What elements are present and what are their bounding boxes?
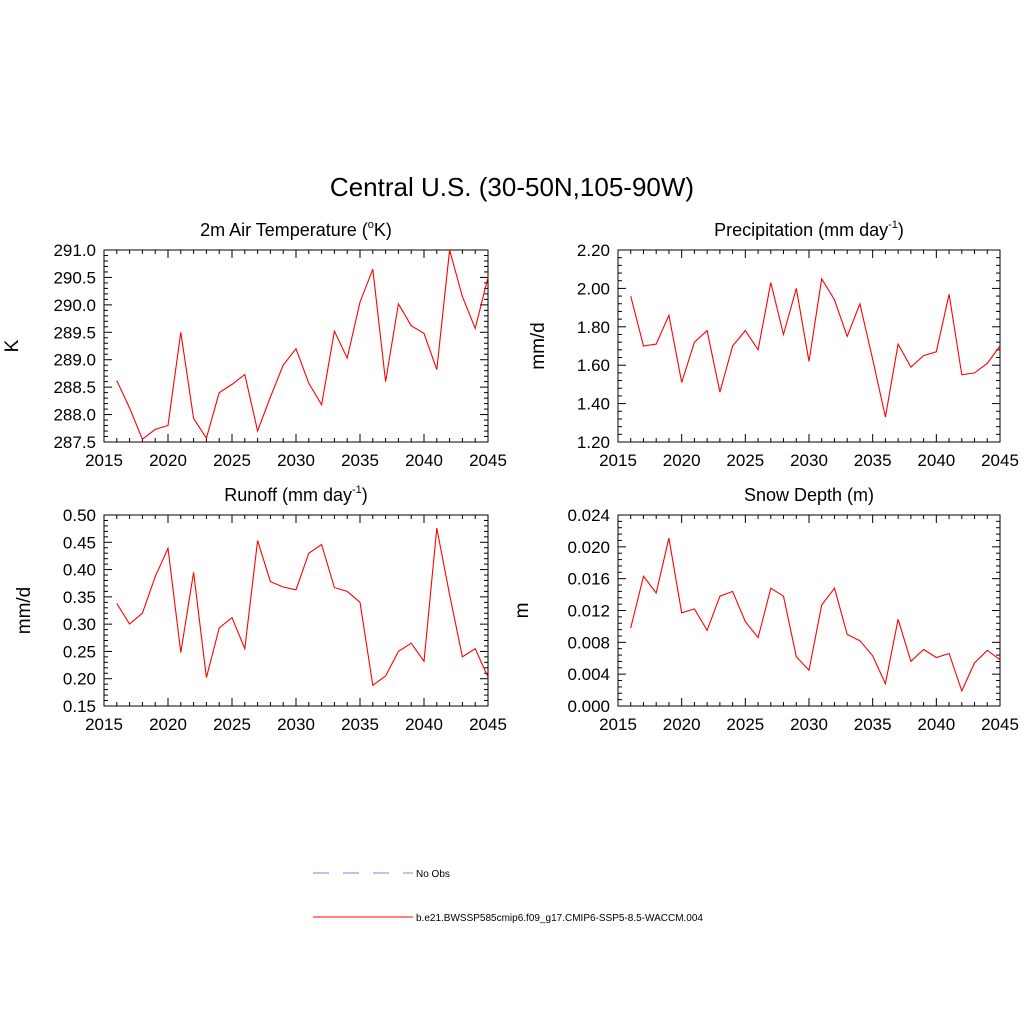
y-axis-label: mm/d	[14, 587, 35, 635]
panels: 2015 2020 2025 2030 2035 2040 2045 287.5 288.0 28…	[2, 219, 1019, 734]
panel-title: Precipitation (mm day-1)	[714, 219, 904, 240]
x-tick-label: 2015	[85, 715, 123, 734]
y-tick-label: 0.000	[567, 697, 610, 716]
x-tick-label: 2045	[981, 451, 1019, 470]
y-tick-label: 290.0	[53, 296, 96, 315]
y-tick-label: 289.0	[53, 351, 96, 370]
x-tick-label: 2030	[277, 715, 315, 734]
series-line-1	[116, 527, 489, 687]
y-tick-label: 0.020	[567, 538, 610, 557]
x-tick-label: 2040	[917, 451, 955, 470]
y-tick-label: 2.00	[577, 279, 610, 298]
y-tick-label: 2.20	[577, 241, 610, 260]
y-tick-label: 287.5	[53, 433, 96, 452]
y-tick-label: 0.004	[567, 665, 610, 684]
x-tick-label: 2015	[85, 451, 123, 470]
y-tick-label: 1.20	[577, 433, 610, 452]
plot-frame	[103, 514, 489, 707]
y-tick-label: 1.60	[577, 356, 610, 375]
y-tick-label: 0.45	[63, 533, 96, 552]
y-tick-label: 0.024	[567, 506, 610, 525]
x-tick-label: 2025	[726, 451, 764, 470]
y-tick-label: 0.35	[63, 588, 96, 607]
y-axis-label: K	[2, 339, 23, 352]
x-tick-label: 2045	[469, 715, 507, 734]
series-line-1	[630, 277, 1001, 418]
x-tick-label: 2045	[469, 451, 507, 470]
x-tick-label: 2040	[917, 715, 955, 734]
y-tick-label: 0.25	[63, 642, 96, 661]
x-tick-label: 2035	[341, 715, 379, 734]
y-tick-label: 289.5	[53, 323, 96, 342]
x-tick-label: 2030	[790, 715, 828, 734]
x-tick-label: 2015	[599, 451, 637, 470]
y-tick-label: 0.008	[567, 633, 610, 652]
y-tick-label: 288.0	[53, 406, 96, 425]
legend-label-model: b.e21.BWSSP585cmip6.f09_g17.CMIP6-SSP5-8…	[416, 913, 703, 924]
y-tick-label: 0.012	[567, 602, 610, 621]
x-tick-label: 2030	[790, 451, 828, 470]
y-tick-label: 288.5	[53, 378, 96, 397]
x-tick-label: 2040	[405, 715, 443, 734]
x-tick-label: 2030	[277, 451, 315, 470]
legend-label-no-obs: No Obs	[416, 869, 450, 880]
x-tick-label: 2020	[149, 451, 187, 470]
x-tick-label: 2020	[663, 715, 701, 734]
y-tick-label: 1.80	[577, 318, 610, 337]
chart-panel-2: 2015 2020 2025 2030 2035 2040 2045 1.20 1.40 1.60…	[528, 219, 1019, 470]
y-tick-label: 291.0	[53, 241, 96, 260]
y-tick-label: 1.40	[577, 395, 610, 414]
y-tick-label: 0.20	[63, 670, 96, 689]
x-tick-label: 2035	[341, 451, 379, 470]
y-tick-label: 0.15	[63, 697, 96, 716]
x-tick-label: 2020	[149, 715, 187, 734]
chart-panel-3: 2015 2020 2025 2030 2035 2040 2045 0.15 0.20 0.25…	[14, 484, 507, 734]
plot-frame	[617, 514, 1001, 707]
x-tick-label: 2025	[213, 451, 251, 470]
panel-title: Runoff (mm day-1)	[224, 484, 368, 505]
plot-frame	[103, 249, 489, 443]
y-tick-label: 0.40	[63, 561, 96, 580]
y-tick-label: 0.50	[63, 506, 96, 525]
series-line-1	[630, 537, 1001, 693]
y-tick-label: 0.016	[567, 570, 610, 589]
y-tick-label: 290.5	[53, 268, 96, 287]
panel-title: Snow Depth (m)	[744, 485, 874, 505]
y-axis-label: mm/d	[528, 322, 549, 370]
series-line-1	[116, 249, 489, 441]
figure-title: Central U.S. (30-50N,105-90W)	[330, 172, 694, 202]
y-tick-label: 0.30	[63, 615, 96, 634]
x-tick-label: 2025	[726, 715, 764, 734]
chart-panel-1: 2015 2020 2025 2030 2035 2040 2045 287.5 288.0 28…	[2, 219, 507, 470]
x-tick-label: 2035	[854, 715, 892, 734]
x-tick-label: 2025	[213, 715, 251, 734]
x-tick-label: 2035	[854, 451, 892, 470]
x-tick-label: 2040	[405, 451, 443, 470]
legend: No Obs b.e21.BWSSP585cmip6.f09_g17.CMIP6…	[313, 869, 703, 924]
chart-panel-4: 2015 2020 2025 2030 2035 2040 2045 0.000 0.004 0.…	[512, 485, 1019, 734]
y-axis-label: m	[512, 603, 533, 619]
x-tick-label: 2020	[663, 451, 701, 470]
x-tick-label: 2045	[981, 715, 1019, 734]
x-tick-label: 2015	[599, 715, 637, 734]
panel-title: 2m Air Temperature (oK)	[200, 219, 392, 240]
